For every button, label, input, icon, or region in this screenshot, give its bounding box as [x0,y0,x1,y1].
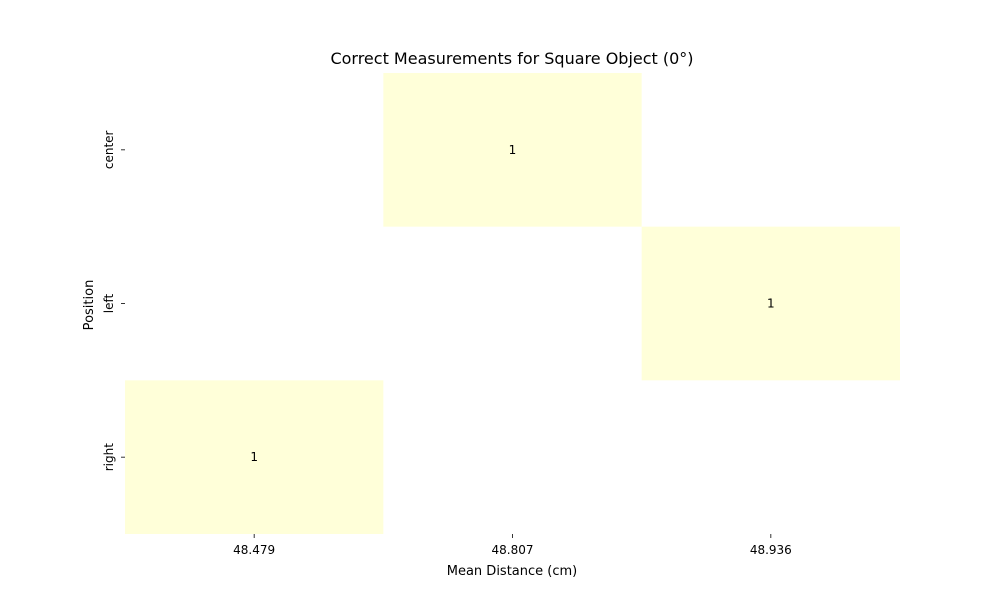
cell-value-label: 1 [767,297,775,311]
x-tick-label: 48.936 [750,543,792,557]
heatmap-cell [641,226,900,381]
y-tick-label: right [102,443,116,471]
x-tick-label: 48.807 [492,543,534,557]
y-axis-ticks: center left right [102,130,125,471]
y-tick-label: center [102,130,116,169]
cell-value-label: 1 [509,143,517,157]
heatmap-cell [383,73,642,227]
y-tick-label: left [102,293,116,313]
heatmap-cells: 1 1 1 [125,73,900,534]
cell-value-label: 1 [250,450,258,464]
x-axis-ticks: 48.479 48.807 48.936 [233,534,792,557]
x-tick-label: 48.479 [233,543,275,557]
chart-title: Correct Measurements for Square Object (… [330,49,693,68]
x-axis-label: Mean Distance (cm) [447,564,577,579]
heatmap-cell [125,380,384,534]
y-axis-label: Position [82,280,97,331]
